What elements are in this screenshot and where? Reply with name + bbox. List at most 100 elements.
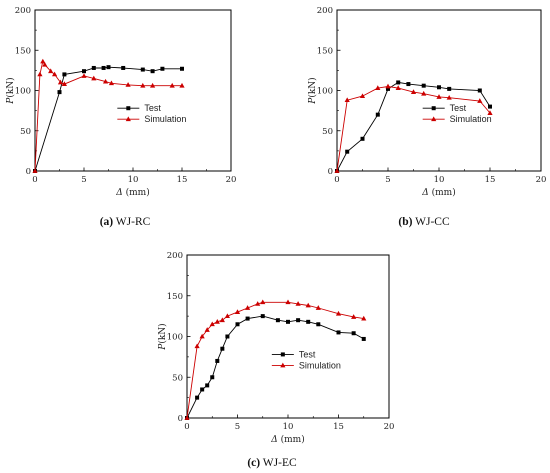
y-tick-label: 150	[317, 46, 333, 56]
test-point	[205, 383, 210, 388]
x-axis-title: Δ (mm)	[115, 187, 149, 198]
simulation-point	[410, 89, 417, 95]
simulation-point	[375, 85, 381, 90]
simulation-point	[37, 71, 43, 77]
x-tick-label: 10	[283, 422, 294, 432]
simulation-point	[344, 97, 350, 103]
simulation-point	[140, 82, 146, 88]
x-tick-label: 5	[235, 422, 240, 432]
caption-rc: (a) WJ-RC	[100, 216, 151, 228]
test-point	[488, 104, 492, 109]
x-tick-label: 20	[226, 175, 237, 185]
simulation-point	[61, 81, 67, 86]
legend-label-test: Test	[450, 103, 467, 113]
simulation-point	[91, 75, 97, 81]
test-point	[57, 90, 62, 95]
test-point	[180, 66, 184, 71]
legend-marker-test	[280, 352, 285, 357]
legend-label-test: Test	[144, 103, 161, 113]
test-point	[235, 322, 240, 327]
simulation-point	[295, 301, 301, 306]
x-axis-title: Δ (mm)	[421, 187, 455, 198]
test-point	[296, 318, 301, 323]
simulation-point	[385, 83, 391, 89]
simulation-point	[395, 85, 401, 90]
simulation-point	[42, 61, 48, 67]
legend-marker-test	[126, 106, 131, 111]
simulation-point	[199, 333, 205, 339]
legend-label-simulation: Simulation	[450, 114, 492, 124]
y-tick-label: 50	[20, 127, 31, 137]
simulation-point	[81, 73, 87, 78]
legend-label-simulation: Simulation	[299, 360, 341, 370]
x-tick-label: 20	[536, 175, 547, 185]
y-tick-label: 100	[15, 87, 31, 97]
test-point	[121, 65, 126, 70]
test-point	[336, 330, 341, 335]
test-point	[477, 88, 482, 93]
test-point	[437, 85, 441, 90]
y-tick-label: 0	[328, 167, 333, 177]
simulation-point	[359, 93, 366, 99]
test-point	[140, 67, 145, 72]
x-tick-label: 0	[32, 175, 37, 185]
y-tick-label: 100	[317, 87, 333, 97]
simulation-point	[108, 80, 115, 86]
test-point	[447, 86, 452, 91]
simulation-point	[351, 314, 357, 319]
legend-marker-simulation	[280, 362, 286, 368]
test-point	[245, 316, 250, 321]
test-point	[421, 83, 426, 88]
legend-marker-test	[431, 106, 436, 111]
test-point	[220, 346, 225, 351]
simulation-point	[224, 313, 230, 319]
simulation-point	[305, 302, 311, 308]
simulation-point	[219, 317, 225, 323]
x-tick-label: 15	[333, 422, 344, 432]
test-point	[160, 66, 165, 71]
y-tick-label: 50	[172, 373, 183, 383]
caption-cc: (b) WJ-CC	[398, 216, 450, 228]
y-tick-label: 200	[167, 251, 183, 261]
simulation-point	[48, 68, 54, 74]
simulation-point	[487, 110, 493, 115]
simulation-point	[334, 168, 340, 173]
test-point	[360, 136, 365, 141]
simulation-point	[260, 299, 266, 305]
caption-ec: (c) WJ-EC	[247, 457, 297, 469]
test-point	[82, 69, 86, 74]
test-point	[260, 314, 265, 319]
legend-marker-simulation	[431, 116, 437, 122]
plot-frame	[336, 9, 542, 172]
plot-frame	[34, 9, 232, 172]
test-point	[150, 69, 155, 74]
y-tick-label: 50	[322, 127, 333, 137]
simulation-point	[361, 315, 367, 321]
test-point	[225, 334, 230, 339]
x-tick-label: 5	[81, 175, 86, 185]
y-tick-label: 200	[317, 6, 333, 16]
y-tick-label: 200	[15, 6, 31, 16]
simulation-point	[315, 305, 321, 310]
simulation-point	[255, 301, 261, 306]
test-point	[306, 319, 311, 324]
y-tick-label: 150	[167, 292, 183, 302]
test-point	[195, 395, 200, 400]
y-tick-label: 150	[15, 46, 31, 56]
simulation-point	[477, 98, 483, 103]
simulation-point	[209, 321, 215, 327]
simulation-point	[169, 82, 175, 88]
test-point	[62, 72, 67, 77]
simulation-point	[204, 327, 210, 332]
legend-marker-simulation	[125, 116, 131, 122]
simulation-point	[150, 82, 156, 88]
test-point	[215, 358, 220, 363]
test-point	[375, 112, 380, 117]
test-point	[345, 149, 350, 154]
simulation-point	[245, 305, 251, 310]
test-point	[275, 318, 280, 323]
simulation-point	[52, 71, 58, 77]
